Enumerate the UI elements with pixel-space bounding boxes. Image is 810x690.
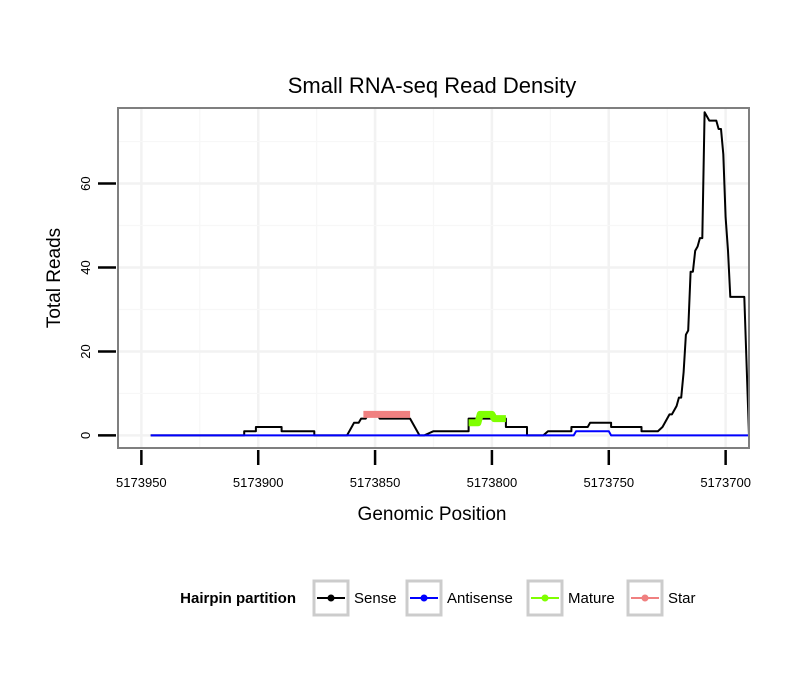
y-axis-label: Total Reads: [44, 228, 65, 328]
gridlines: [118, 108, 749, 448]
y-tick-label: 0: [78, 432, 93, 439]
legend-item-mature: Mature: [526, 579, 615, 617]
y-tick-label: 40: [78, 260, 93, 274]
y-axis: 0 20 40 60: [78, 176, 116, 439]
y-tick-label: 20: [78, 344, 93, 358]
legend-swatch-point: [641, 594, 649, 602]
legend-swatch-point: [541, 594, 549, 602]
legend-swatch-point: [327, 594, 335, 602]
legend-swatch-point: [420, 594, 428, 602]
x-tick-label: 5173750: [583, 475, 634, 490]
legend-item-antisense: Antisense: [405, 579, 513, 617]
x-tick-label: 5173900: [233, 475, 284, 490]
chart-title: Small RNA-seq Read Density: [288, 73, 577, 98]
legend-label-star: Star: [668, 590, 696, 607]
series-line-mature: [468, 410, 506, 427]
y-tick-label: 60: [78, 176, 93, 190]
legend-label-antisense: Antisense: [447, 590, 513, 607]
legend-title: Hairpin partition: [180, 590, 296, 607]
x-axis-label: Genomic Position: [358, 504, 507, 525]
x-tick-label: 5173850: [350, 475, 401, 490]
x-tick-label: 5173950: [116, 475, 167, 490]
legend-item-sense: Sense: [312, 579, 397, 617]
plot-border: [117, 107, 750, 449]
legend-item-star: Star: [626, 579, 696, 617]
x-tick-label: 5173700: [700, 475, 751, 490]
x-axis: 5173950 5173900 5173850 5173800 5173750 51737…: [116, 450, 751, 490]
series-line-sense: [150, 111, 750, 437]
series-line-antisense: [150, 430, 749, 437]
series-layer: [150, 111, 750, 437]
legend-label-sense: Sense: [354, 590, 397, 607]
legend: Hairpin partition Sense Antisense Mature St…: [180, 579, 696, 617]
legend-label-mature: Mature: [568, 590, 615, 607]
x-tick-label: 5173800: [467, 475, 518, 490]
